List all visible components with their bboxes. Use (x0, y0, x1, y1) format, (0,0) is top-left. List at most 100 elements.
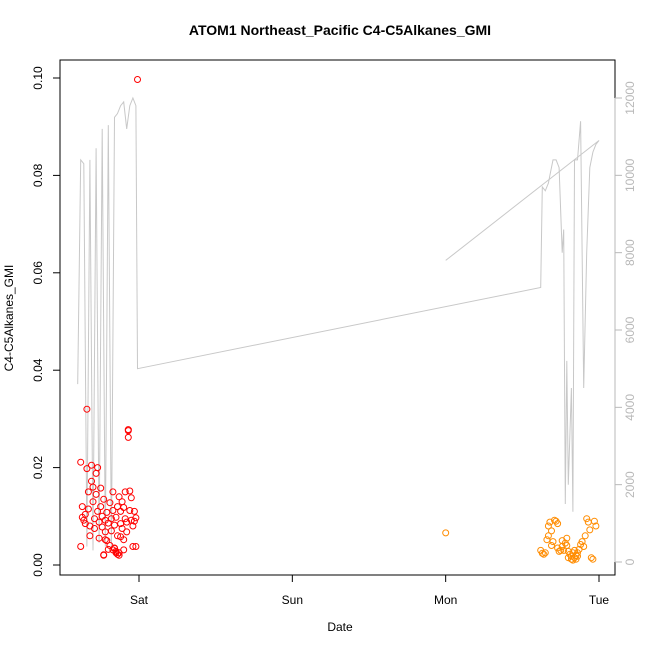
y2-tick-label: 4000 (623, 394, 637, 421)
data-point-series-2 (555, 547, 563, 555)
data-point-series-2 (557, 546, 565, 554)
x-axis: Sat Sun Mon Tue (130, 574, 610, 607)
data-point-series-1 (101, 536, 109, 544)
data-point-series-1 (129, 543, 137, 550)
data-point-series-1 (91, 525, 98, 532)
data-point-series-2 (574, 549, 581, 557)
plot-frame (59, 59, 616, 576)
data-point-series-1 (83, 405, 91, 413)
data-point-series-2 (560, 546, 568, 554)
y2-tick-label: 0 (623, 558, 637, 565)
data-point-series-1 (118, 525, 126, 532)
data-point-series-1 (107, 515, 115, 523)
y-tick-label: 0.06 (31, 261, 45, 285)
data-point-series-1 (114, 532, 121, 540)
y-tick-label: 0.04 (31, 358, 45, 382)
data-point-series-1 (78, 503, 86, 511)
y-axis: 0.00 0.02 0.04 0.06 0.08 0.10 (31, 66, 61, 577)
altitude-line (77, 96, 600, 551)
data-point-series-1 (88, 461, 95, 469)
data-point-series-2 (549, 538, 557, 546)
x-tick-label: Sat (130, 593, 149, 607)
data-point-series-1 (103, 537, 111, 545)
data-point-series-1 (84, 505, 92, 513)
y2-tick-label: 6000 (623, 316, 637, 343)
data-point-series-2 (587, 554, 595, 562)
y2-tick-label: 12000 (623, 81, 637, 115)
y-tick-label: 0.08 (31, 163, 45, 187)
data-point-series-1 (89, 483, 97, 491)
data-point-series-1 (91, 515, 98, 523)
scatter-points-layer (77, 76, 600, 564)
data-point-series-1 (111, 521, 118, 529)
data-point-series-1 (132, 514, 140, 522)
data-point-series-1 (100, 495, 108, 503)
data-point-series-1 (95, 518, 103, 526)
data-point-series-1 (92, 490, 100, 498)
data-point-series-1 (107, 527, 115, 535)
data-point-series-1 (98, 523, 106, 531)
data-point-series-1 (103, 508, 111, 516)
data-point-series-2 (554, 520, 562, 528)
data-point-series-1 (117, 507, 125, 515)
data-point-series-2 (544, 522, 552, 530)
data-point-series-1 (134, 76, 141, 83)
data-point-series-2 (543, 536, 551, 544)
data-point-series-1 (124, 426, 132, 434)
y-axis-label: C4-C5Alkanes_GMI (2, 265, 16, 372)
data-point-series-1 (109, 507, 117, 514)
data-point-series-1 (123, 528, 131, 536)
data-point-series-2 (586, 526, 594, 534)
data-point-series-1 (124, 433, 132, 441)
data-point-series-1 (126, 487, 134, 495)
data-point-series-1 (114, 550, 121, 558)
data-point-series-1 (100, 551, 108, 559)
y2-tick-label: 8000 (623, 239, 637, 266)
data-point-series-1 (118, 498, 126, 506)
data-point-series-1 (112, 513, 120, 521)
x-tick-label: Mon (434, 593, 457, 607)
data-point-series-1 (121, 488, 129, 496)
altitude-line-segment (445, 140, 600, 261)
data-point-series-2 (540, 550, 548, 558)
data-point-series-2 (563, 534, 571, 542)
y2-axis: 0 2000 4000 6000 8000 10000 12000 (614, 81, 637, 565)
data-point-series-1 (106, 499, 114, 507)
data-point-series-2 (548, 542, 555, 549)
data-point-series-1 (126, 507, 134, 514)
data-point-series-1 (86, 532, 94, 540)
data-point-series-2 (544, 532, 552, 540)
data-point-series-1 (81, 510, 89, 518)
data-point-series-1 (132, 543, 140, 550)
data-point-series-1 (83, 465, 91, 473)
data-point-series-1 (129, 522, 137, 530)
data-point-series-1 (127, 494, 135, 502)
x-axis-label: Date (327, 620, 353, 634)
data-point-series-2 (581, 532, 589, 540)
x-tick-label: Sun (282, 593, 303, 607)
data-point-series-2 (578, 538, 586, 546)
data-point-series-1 (97, 503, 105, 511)
data-point-series-1 (115, 493, 123, 501)
data-point-series-1 (89, 498, 97, 506)
data-point-series-2 (583, 515, 591, 523)
data-point-series-1 (84, 488, 92, 496)
data-point-series-2 (541, 549, 549, 557)
x-tick-label: Tue (589, 593, 610, 607)
data-point-series-1 (120, 504, 128, 511)
y-tick-label: 0.10 (31, 66, 45, 90)
data-point-series-2 (538, 549, 546, 557)
data-point-series-2 (590, 517, 598, 525)
data-point-series-1 (123, 518, 131, 526)
altitude-line-layer (77, 96, 600, 551)
data-point-series-2 (592, 522, 600, 530)
y2-tick-label: 10000 (623, 158, 637, 192)
data-point-series-2 (574, 552, 581, 560)
data-point-series-1 (97, 484, 105, 492)
data-point-series-2 (589, 555, 597, 563)
y2-tick-label: 2000 (623, 471, 637, 498)
data-point-series-1 (94, 507, 102, 515)
data-point-series-1 (94, 464, 102, 472)
data-point-series-1 (120, 546, 128, 554)
